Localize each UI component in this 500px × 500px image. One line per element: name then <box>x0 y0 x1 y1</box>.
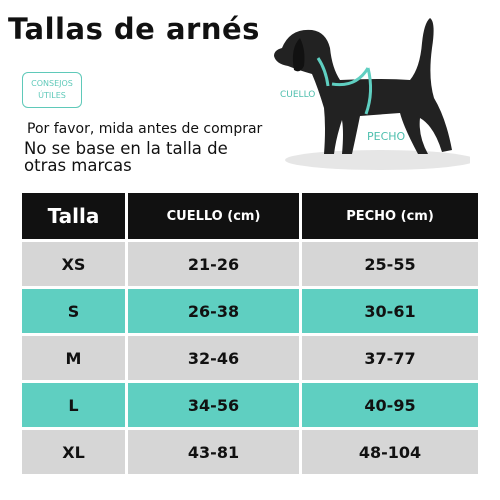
table-cell: 32-46 <box>128 336 299 380</box>
badge-line: CONSEJOS <box>31 79 73 88</box>
table-cell: 21-26 <box>128 242 299 286</box>
table-cell: 48-104 <box>302 430 478 474</box>
badge-line: ÚTILES <box>38 91 66 100</box>
diagram-label: PECHO <box>367 130 406 143</box>
diagram-label: CUELLO <box>280 90 316 100</box>
table-cell: 40-95 <box>302 383 478 427</box>
header-cell: Talla <box>22 193 125 239</box>
table-cell: 37-77 <box>302 336 478 380</box>
header-cell: CUELLO (cm) <box>128 193 299 239</box>
table-cell: S <box>22 289 125 333</box>
table-cell: L <box>22 383 125 427</box>
table-cell: XL <box>22 430 125 474</box>
table-cell: 43-81 <box>128 430 299 474</box>
table-cell: XS <box>22 242 125 286</box>
size-table: Talla CUELLO (cm) PECHO (cm) XS 21-26 25-55 S 2… <box>22 193 478 474</box>
note: Por favor, mida antes de comprar <box>27 121 263 137</box>
table-cell: 25-55 <box>302 242 478 286</box>
table-cell: 30-61 <box>302 289 478 333</box>
header-cell: PECHO (cm) <box>302 193 478 239</box>
dog-illustration <box>274 18 470 170</box>
note: No se base en la talla de otras marcas <box>24 139 228 175</box>
table-cell: 34-56 <box>128 383 299 427</box>
title: Tallas de arnés <box>8 12 260 46</box>
table-cell: 26-38 <box>128 289 299 333</box>
table-cell: M <box>22 336 125 380</box>
badge: CONSEJOS ÚTILES <box>22 72 82 108</box>
